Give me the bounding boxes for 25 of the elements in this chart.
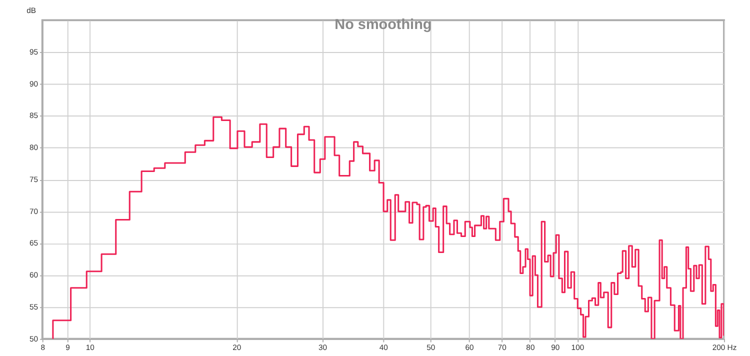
y-tick-label: 95 (29, 47, 38, 56)
x-tick-label: 9 (66, 342, 70, 352)
x-tick-label: 70 (498, 342, 506, 352)
y-tick-label: 75 (29, 174, 38, 184)
y-tick-label: 55 (29, 302, 38, 312)
x-tick-label: 50 (426, 342, 436, 352)
y-tick-label: 50 (29, 334, 38, 344)
x-tick-label: 100 (571, 342, 584, 352)
x-tick-label: 60 (465, 342, 474, 352)
x-tick-label: 90 (551, 342, 560, 352)
x-tick-label: 40 (379, 342, 388, 352)
y-tick-label: 70 (29, 206, 38, 216)
x-tick-label: 30 (318, 342, 328, 352)
x-tick-label: 20 (232, 342, 242, 352)
y-tick-label: 85 (29, 111, 38, 120)
y-tick-label: 65 (29, 238, 38, 248)
y-tick-label: 90 (29, 79, 38, 88)
chart-title: No smoothing (334, 16, 432, 33)
y-tick-label: 60 (29, 270, 38, 280)
x-tick-label: 200 Hz (712, 342, 737, 352)
y-tick-label: 80 (29, 143, 38, 152)
x-tick-label: 10 (86, 342, 94, 352)
y-axis-title: dB (26, 6, 36, 15)
x-tick-label: 8 (40, 342, 45, 352)
x-tick-label: 80 (526, 342, 535, 352)
